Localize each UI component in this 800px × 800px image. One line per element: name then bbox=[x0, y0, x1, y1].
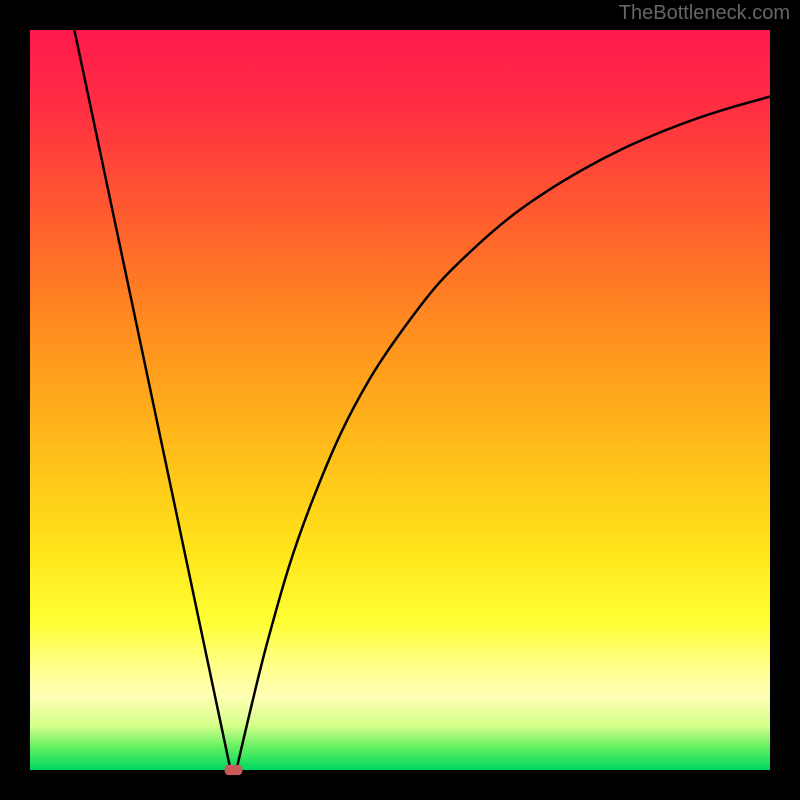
optimal-marker bbox=[225, 765, 243, 775]
chart-svg bbox=[0, 0, 800, 800]
chart-container: TheBottleneck.com bbox=[0, 0, 800, 800]
plot-area bbox=[30, 30, 770, 770]
watermark-text: TheBottleneck.com bbox=[619, 2, 790, 25]
